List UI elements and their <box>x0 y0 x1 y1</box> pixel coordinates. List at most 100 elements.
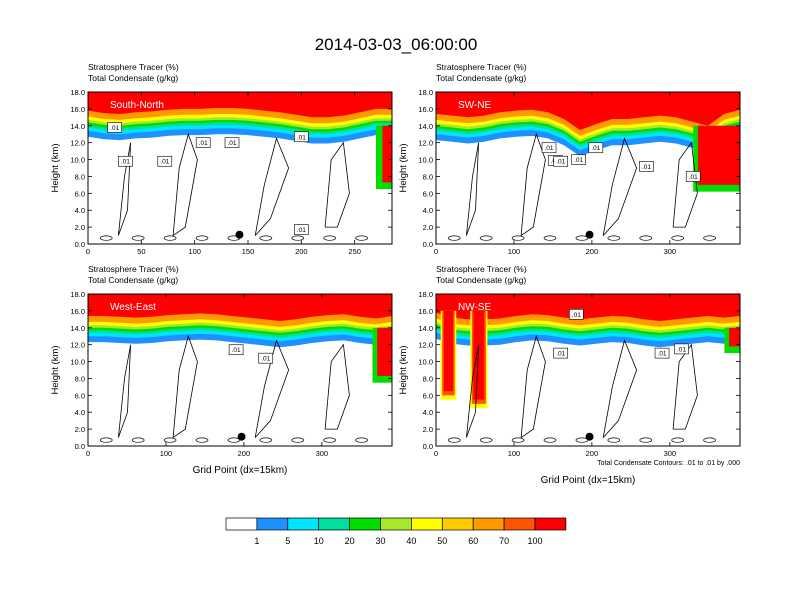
y-tick-label: 2.0 <box>423 425 433 434</box>
low-cloud-contour <box>607 235 621 241</box>
location-marker <box>237 432 246 441</box>
x-tick-label: 200 <box>586 449 599 458</box>
panels: .01 .01 .01 .01 .01 .01 .01 South-North Stratosp… <box>50 62 741 486</box>
x-tick-label: 0 <box>434 449 438 458</box>
contour-label: .01 <box>685 171 701 182</box>
colorbar-swatch <box>503 517 536 531</box>
plot-area: .01.01.01.01.01.01.01 <box>436 92 740 244</box>
panel-south-north: .01 .01 .01 .01 .01 .01 .01 South-North Stratosp… <box>50 62 393 256</box>
low-cloud-contour <box>131 235 145 241</box>
plot-frame <box>435 293 741 447</box>
y-tick-label: 18.0 <box>70 290 85 299</box>
contour-label-box <box>157 155 173 167</box>
panel-title-tracer: Stratosphere Tracer (%) <box>436 62 527 72</box>
panel-west-east: .01 .01 West-East Stratosphere Tracer (%)To… <box>50 264 393 476</box>
y-tick-label: 6.0 <box>75 391 85 400</box>
condensate-contour <box>466 344 479 438</box>
section-label: SW-NE <box>458 100 491 111</box>
panel-title-tracer: Stratosphere Tracer (%) <box>88 62 179 72</box>
contour-label-box <box>118 155 133 167</box>
contour-label: .01 <box>571 154 586 165</box>
low-cloud-contour <box>447 437 461 443</box>
condensate-contour <box>466 142 479 236</box>
colorbar: 1 5 10 20 30 40 50 60 70 100 <box>225 517 567 546</box>
y-tick-label: 0.0 <box>75 442 85 451</box>
low-cloud-contour <box>99 437 113 443</box>
y-tick-label: 16.0 <box>418 105 433 114</box>
contour-label: .01 <box>294 131 309 143</box>
y-tick-label: 18.0 <box>418 290 433 299</box>
plot-frame <box>435 91 741 245</box>
contour-label: .01 <box>224 137 240 148</box>
contour-label-text: .01 <box>658 351 667 358</box>
contour-label-text: .01 <box>556 159 565 166</box>
y-tick-label: 0.0 <box>423 240 433 249</box>
low-cloud-contour <box>323 437 337 443</box>
contour-label-box <box>639 161 654 172</box>
plot-area: .01 .01 .01 .01 <box>436 294 740 446</box>
colorbar-label: 1 <box>254 536 259 546</box>
y-tick-label: 14.0 <box>70 324 85 333</box>
contour-label-box <box>541 142 557 154</box>
contour-label-box <box>674 343 689 355</box>
condensate-contour <box>118 344 131 438</box>
y-tick-label: 14.0 <box>418 122 433 131</box>
x-tick-label: 250 <box>348 247 361 256</box>
side-band-core <box>729 327 740 347</box>
contour-label-text: .01 <box>232 347 241 354</box>
contour-label-text: .01 <box>591 145 600 152</box>
x-tick-label: 300 <box>664 247 677 256</box>
contour-label-box <box>228 344 244 356</box>
y-tick-label: 12.0 <box>418 139 433 148</box>
contour-label-text: .01 <box>227 140 236 147</box>
low-cloud-contour <box>607 437 621 443</box>
x-tick-label: 0 <box>86 247 90 256</box>
contour-label-box <box>571 154 586 165</box>
y-tick-label: 8.0 <box>423 374 433 383</box>
plot-frame <box>87 293 393 447</box>
contour-label: .01 <box>654 347 670 359</box>
plot-frame <box>87 91 393 245</box>
y-tick-label: 14.0 <box>418 324 433 333</box>
panel-nw-se: .01 .01 .01 .01 NW-SE Stratosphere Tracer (%)… <box>398 264 741 486</box>
low-cloud-contour <box>671 437 685 443</box>
x-tick-label: 200 <box>586 247 599 256</box>
side-band-core <box>377 327 392 376</box>
contour-label: .01 <box>107 122 122 133</box>
contour-label-text: .01 <box>297 227 306 234</box>
y-tick-label: 4.0 <box>423 206 433 215</box>
colorbar-label: 5 <box>285 536 290 546</box>
panel-title-tracer: Stratosphere Tracer (%) <box>436 264 527 274</box>
y-tick-label: 8.0 <box>75 172 85 181</box>
x-axis-label: Grid Point (dx=15km) <box>193 465 288 476</box>
y-tick-label: 18.0 <box>418 88 433 97</box>
condensate-contour <box>118 142 131 236</box>
section-label: South-North <box>110 100 164 111</box>
x-axis-label: Grid Point (dx=15km) <box>541 475 636 486</box>
y-tick-label: 0.0 <box>75 240 85 249</box>
contour-label-box <box>195 137 211 148</box>
low-cloud-contour <box>163 437 177 443</box>
y-tick-label: 16.0 <box>418 307 433 316</box>
contour-label-box <box>294 224 309 235</box>
figure-title: 2014-03-03_06:00:00 <box>315 35 478 54</box>
contour-label-text: .01 <box>574 157 583 164</box>
contour-label: .01 <box>569 308 584 320</box>
contour-note: Total Condensate Contours: .01 to .01 by… <box>597 460 740 467</box>
colorbar-swatch <box>256 517 289 531</box>
low-cloud-contour <box>163 235 177 241</box>
colorbar-label: 40 <box>406 536 416 546</box>
contour-label-box <box>685 171 701 182</box>
y-tick-label: 2.0 <box>423 223 433 232</box>
contour-label-box <box>258 352 274 364</box>
colorbar-swatch <box>411 517 443 531</box>
location-marker <box>235 230 244 239</box>
contour-label-text: .01 <box>572 312 581 319</box>
condensate-contour <box>172 132 198 236</box>
y-axis-label: Height (km) <box>398 143 409 192</box>
y-tick-label: 12.0 <box>70 341 85 350</box>
colorbar-swatch <box>349 517 381 531</box>
condensate-contour <box>672 343 698 430</box>
